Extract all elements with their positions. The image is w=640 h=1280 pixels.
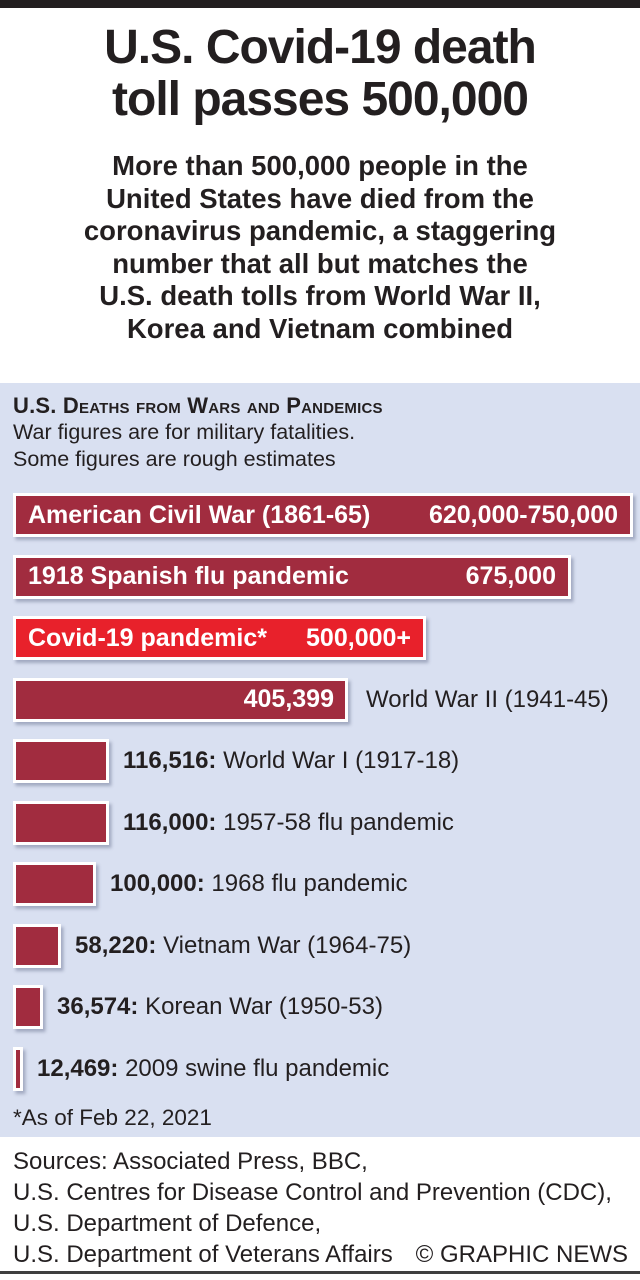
chart-rows: American Civil War (1861-65) 620,000-750,… bbox=[13, 490, 633, 1094]
bar-value: 12,469: bbox=[37, 1054, 119, 1082]
sources-lines: Sources: Associated Press, BBC, U.S. Cen… bbox=[13, 1148, 612, 1237]
bar-value: 405,399 bbox=[243, 685, 334, 713]
chart-bar-row: 100,000: 1968 flu pandemic bbox=[13, 859, 628, 909]
bottom-border-rule bbox=[0, 1271, 640, 1274]
bar-label: 36,574: Korean War (1950-53) bbox=[57, 993, 383, 1021]
page-subtitle: More than 500,000 people in the United S… bbox=[83, 150, 557, 344]
bar-value: 675,000 bbox=[465, 562, 556, 590]
bar-label: World War II (1941-45) bbox=[366, 685, 609, 713]
bar-label-text: Vietnam War (1964-75) bbox=[156, 931, 412, 959]
bar-segment: 1918 Spanish flu pandemic 675,000 bbox=[13, 554, 571, 599]
bar-value: 58,220: bbox=[75, 931, 157, 959]
copyright-credit: © GRAPHIC NEWS bbox=[415, 1241, 628, 1268]
bar-value: 620,000-750,000 bbox=[428, 500, 618, 529]
chart-bar-row: 1918 Spanish flu pandemic 675,000 bbox=[13, 552, 628, 602]
chart-note: War figures are for military fatalities.… bbox=[13, 420, 356, 471]
chart-bar-row: 36,574: Korean War (1950-53) bbox=[13, 982, 628, 1032]
bar-value: 116,516: bbox=[123, 747, 217, 774]
bar-segment bbox=[13, 923, 61, 968]
bar-segment bbox=[13, 985, 43, 1029]
bar-segment: American Civil War (1861-65) 620,000-750,… bbox=[13, 493, 633, 537]
bar-segment bbox=[13, 862, 96, 906]
chart-panel: U.S. Deaths from Wars and Pandemics War … bbox=[0, 383, 640, 1137]
bar-segment bbox=[13, 1046, 23, 1091]
chart-bar-row: 12,469: 2009 swine flu pandemic bbox=[13, 1044, 628, 1094]
bar-label-text: World War I (1917-18) bbox=[216, 747, 460, 774]
bar-value: 36,574: bbox=[57, 993, 139, 1020]
bar-label-text: 1968 flu pandemic bbox=[204, 870, 408, 897]
chart-bar-row: Covid-19 pandemic* 500,000+ bbox=[13, 613, 628, 663]
bar-value: 100,000: bbox=[110, 870, 205, 897]
bar-label: Covid-19 pandemic* bbox=[28, 623, 267, 652]
page-title: U.S. Covid-19 death toll passes 500,000 bbox=[104, 21, 537, 126]
sources: Sources: Associated Press, BBC, U.S. Cen… bbox=[13, 1146, 628, 1270]
bar-label-text: 2009 swine flu pandemic bbox=[118, 1054, 390, 1082]
bar-label: American Civil War (1861-65) bbox=[28, 500, 371, 529]
chart-title: U.S. Deaths from Wars and Pandemics bbox=[13, 393, 383, 418]
bar-label: 100,000: 1968 flu pandemic bbox=[110, 870, 408, 898]
chart-bar-row: 405,399 World War II (1941-45) bbox=[13, 675, 628, 725]
chart-bar-row: American Civil War (1861-65) 620,000-750,… bbox=[13, 490, 633, 540]
bar-segment: 405,399 bbox=[13, 677, 348, 722]
chart-footnote: *As of Feb 22, 2021 bbox=[13, 1105, 212, 1130]
top-border-bar bbox=[0, 0, 640, 8]
bar-label: 58,220: Vietnam War (1964-75) bbox=[75, 932, 411, 960]
bar-segment: Covid-19 pandemic* 500,000+ bbox=[13, 616, 426, 660]
bar-label-text: Korean War (1950-53) bbox=[138, 993, 383, 1020]
chart-bar-row: 58,220: Vietnam War (1964-75) bbox=[13, 921, 628, 971]
bar-value: 116,000: bbox=[123, 808, 217, 836]
sources-last-line: U.S. Department of Veterans Affairs bbox=[13, 1241, 393, 1268]
header: U.S. Covid-19 death toll passes 500,000 … bbox=[0, 8, 640, 345]
bar-label-text: 1957-58 flu pandemic bbox=[216, 808, 454, 836]
chart-bar-row: 116,000: 1957-58 flu pandemic bbox=[13, 798, 628, 848]
bar-segment bbox=[13, 739, 109, 783]
bar-label: 116,516: World War I (1917-18) bbox=[123, 747, 459, 775]
bar-value: 500,000+ bbox=[306, 623, 411, 652]
bar-label: 116,000: 1957-58 flu pandemic bbox=[123, 809, 454, 837]
chart-bar-row: 116,516: World War I (1917-18) bbox=[13, 736, 628, 786]
bar-segment bbox=[13, 800, 109, 845]
bar-label: 1918 Spanish flu pandemic bbox=[28, 562, 349, 590]
bar-label: 12,469: 2009 swine flu pandemic bbox=[37, 1055, 389, 1083]
